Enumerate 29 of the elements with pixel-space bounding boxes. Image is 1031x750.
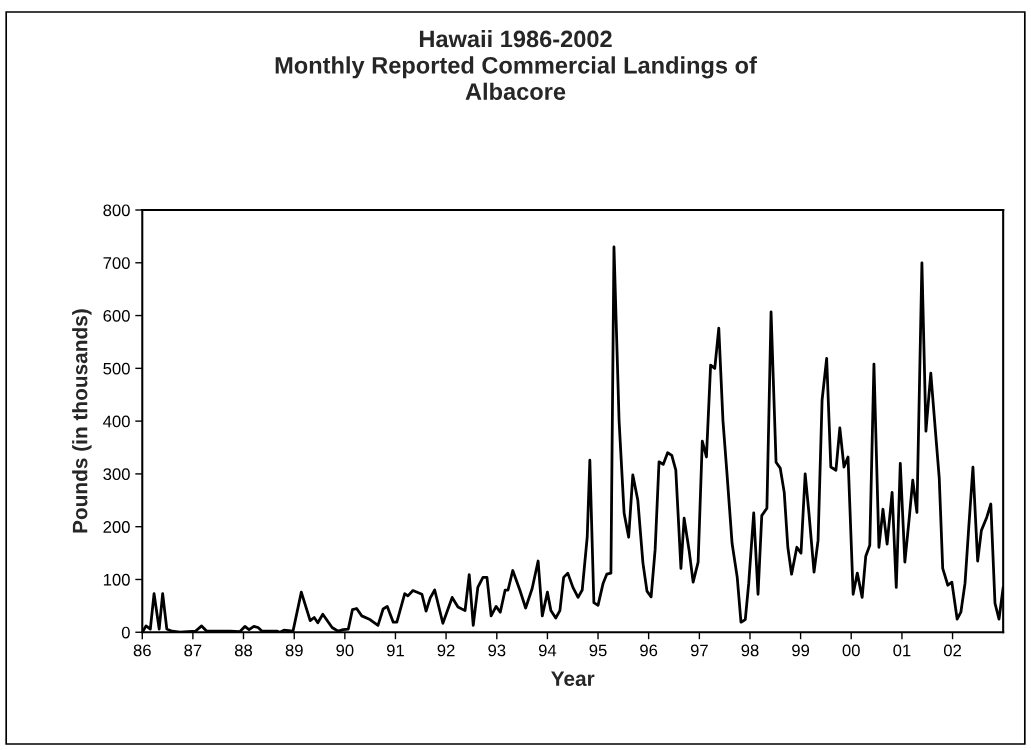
y-tick-label: 500	[103, 362, 130, 375]
x-tick-label: 97	[690, 644, 708, 657]
x-tick-label: 99	[792, 644, 810, 657]
y-tick-label: 200	[103, 521, 130, 533]
y-tick-label: 400	[103, 415, 130, 428]
x-tick-label: 90	[336, 644, 354, 657]
y-tick-label: 600	[103, 309, 130, 322]
y-tick-label: 700	[103, 257, 130, 269]
x-tick-label: 02	[943, 644, 961, 657]
x-tick-label: 88	[234, 644, 253, 657]
y-axis-title: Pounds (in thousands)	[72, 309, 92, 533]
x-tick-label: 98	[741, 644, 759, 657]
chart-title: Hawaii 1986-2002 Monthly Reported Commercial Landings of Albacore	[275, 30, 757, 101]
x-tick-label: 94	[538, 644, 557, 657]
y-tick-label: 0	[121, 626, 130, 639]
x-tick-label: 92	[437, 644, 455, 657]
x-tick-label: 95	[589, 644, 607, 657]
x-tick-label: 86	[133, 644, 151, 657]
x-tick-label: 87	[184, 644, 202, 657]
y-tick-label: 800	[103, 204, 130, 217]
y-tick-label: 300	[103, 468, 130, 481]
x-tick-label: 00	[842, 644, 860, 657]
x-tick-label: 01	[893, 644, 911, 657]
x-tick-label: 96	[640, 644, 658, 657]
y-tick-label: 100	[103, 573, 130, 586]
x-tick-label: 91	[386, 644, 404, 657]
x-tick-label: 93	[488, 644, 506, 657]
x-axis-title: Year	[551, 671, 595, 687]
x-tick-label: 89	[285, 644, 303, 657]
